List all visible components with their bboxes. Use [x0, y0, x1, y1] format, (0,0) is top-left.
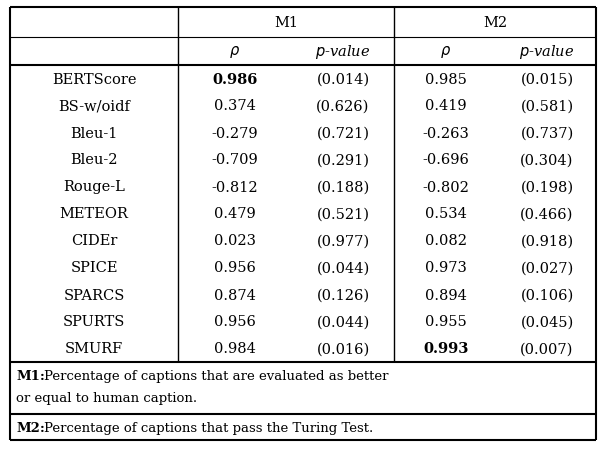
Text: 0.479: 0.479 [214, 207, 256, 221]
Text: $\rho$: $\rho$ [230, 44, 240, 60]
Text: Bleu-2: Bleu-2 [70, 153, 118, 167]
Text: (0.521): (0.521) [316, 207, 370, 221]
Text: (0.044): (0.044) [316, 315, 370, 329]
Text: -0.812: -0.812 [211, 180, 259, 194]
Text: SPICE: SPICE [70, 261, 118, 275]
Text: -0.696: -0.696 [423, 153, 469, 167]
Text: 0.956: 0.956 [214, 315, 256, 329]
Text: SMURF: SMURF [65, 342, 123, 356]
Text: (0.977): (0.977) [316, 234, 370, 248]
Text: -0.802: -0.802 [423, 180, 469, 194]
Text: 0.984: 0.984 [214, 342, 256, 356]
Text: (0.581): (0.581) [521, 99, 574, 113]
Text: (0.304): (0.304) [520, 153, 574, 167]
Text: 0.973: 0.973 [425, 261, 467, 275]
Text: METEOR: METEOR [60, 207, 129, 221]
Text: (0.007): (0.007) [520, 342, 574, 356]
Text: -0.279: -0.279 [211, 126, 259, 140]
Text: (0.015): (0.015) [521, 72, 574, 86]
Text: (0.721): (0.721) [316, 126, 370, 140]
Text: -0.709: -0.709 [211, 153, 259, 167]
Text: 0.955: 0.955 [425, 315, 467, 329]
Text: (0.126): (0.126) [316, 288, 370, 302]
Text: (0.188): (0.188) [316, 180, 370, 194]
Text: (0.014): (0.014) [316, 72, 370, 86]
Text: (0.918): (0.918) [521, 234, 574, 248]
Text: (0.626): (0.626) [316, 99, 370, 113]
Text: SPURTS: SPURTS [63, 315, 125, 329]
Text: $\rho$: $\rho$ [440, 44, 452, 60]
Text: SPARCS: SPARCS [63, 288, 124, 302]
Text: (0.198): (0.198) [521, 180, 574, 194]
Text: Percentage of captions that are evaluated as better: Percentage of captions that are evaluate… [44, 369, 388, 382]
Text: Bleu-1: Bleu-1 [70, 126, 118, 140]
Text: or equal to human caption.: or equal to human caption. [16, 391, 197, 404]
Text: Percentage of captions that pass the Turing Test.: Percentage of captions that pass the Tur… [44, 421, 373, 434]
Text: 0.993: 0.993 [423, 342, 469, 356]
Text: 0.956: 0.956 [214, 261, 256, 275]
Text: (0.045): (0.045) [521, 315, 574, 329]
Text: 0.082: 0.082 [425, 234, 467, 248]
Text: (0.737): (0.737) [521, 126, 574, 140]
Text: $p$-value: $p$-value [315, 43, 371, 61]
Text: 0.419: 0.419 [425, 99, 467, 113]
Text: 0.874: 0.874 [214, 288, 256, 302]
Text: 0.023: 0.023 [214, 234, 256, 248]
Text: (0.291): (0.291) [316, 153, 370, 167]
Text: M1: M1 [274, 16, 298, 30]
Text: CIDEr: CIDEr [71, 234, 117, 248]
Text: BERTScore: BERTScore [52, 72, 137, 86]
Text: (0.106): (0.106) [521, 288, 574, 302]
Text: BS-w/oidf: BS-w/oidf [58, 99, 130, 113]
Text: 0.374: 0.374 [214, 99, 256, 113]
Text: $p$-value: $p$-value [519, 43, 574, 61]
Text: Rouge-L: Rouge-L [63, 180, 125, 194]
Text: (0.044): (0.044) [316, 261, 370, 275]
Text: -0.263: -0.263 [423, 126, 469, 140]
Text: 0.986: 0.986 [213, 72, 258, 86]
Text: M2:: M2: [16, 421, 45, 434]
Text: (0.027): (0.027) [521, 261, 574, 275]
Text: M2: M2 [483, 16, 507, 30]
Text: 0.534: 0.534 [425, 207, 467, 221]
Text: 0.985: 0.985 [425, 72, 467, 86]
Text: (0.016): (0.016) [316, 342, 370, 356]
Text: (0.466): (0.466) [520, 207, 574, 221]
Text: 0.894: 0.894 [425, 288, 467, 302]
Text: M1:: M1: [16, 369, 45, 382]
